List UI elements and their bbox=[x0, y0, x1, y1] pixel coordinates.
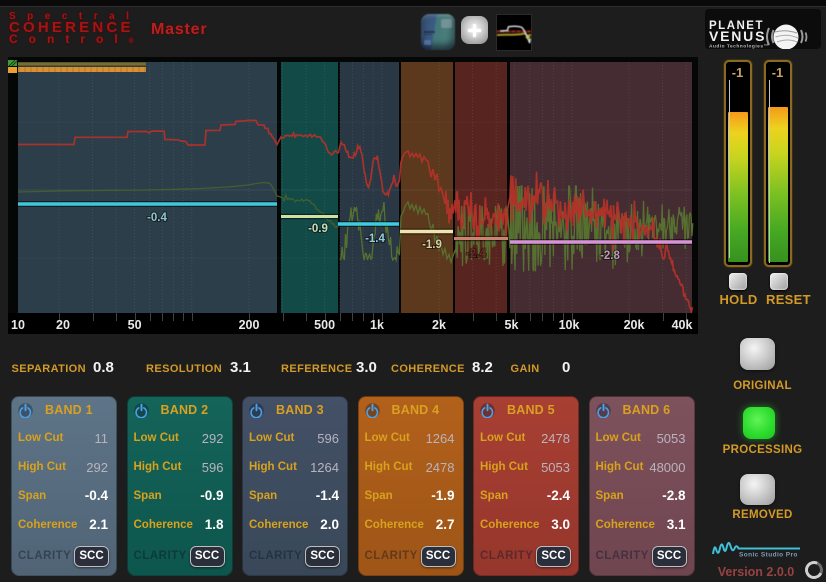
svg-text:Audio Technologies™: Audio Technologies™ bbox=[709, 44, 769, 50]
svg-text:-2.8: -2.8 bbox=[600, 250, 620, 262]
svg-text:-2.4: -2.4 bbox=[466, 248, 486, 260]
svg-text:-1.4: -1.4 bbox=[365, 233, 385, 245]
svg-text:-0.4: -0.4 bbox=[147, 212, 167, 224]
svg-text:PLANET: PLANET bbox=[709, 20, 764, 32]
svg-text:-0.9: -0.9 bbox=[308, 223, 328, 235]
svg-text:-1.9: -1.9 bbox=[422, 239, 442, 251]
svg-text:VENUS: VENUS bbox=[709, 28, 766, 44]
svg-text:Sonic Studio Pro: Sonic Studio Pro bbox=[739, 552, 798, 559]
